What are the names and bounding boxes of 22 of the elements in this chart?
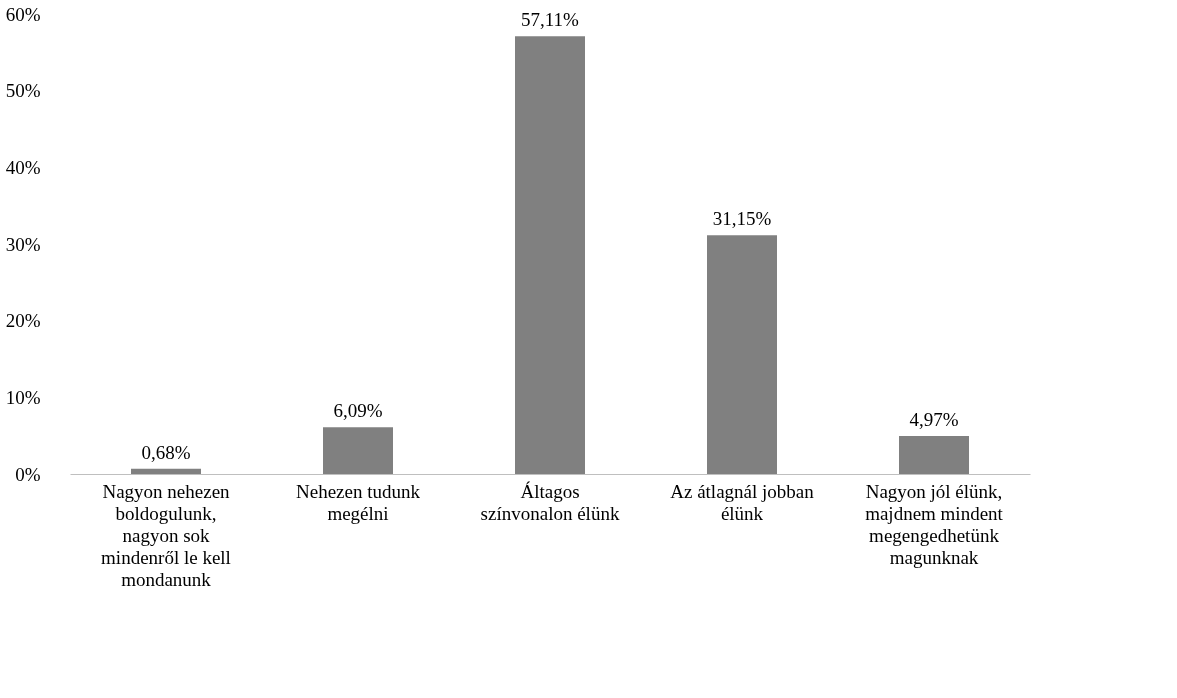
x-tick-label: Nehezen tudunk megélni [296, 480, 421, 524]
bar [131, 468, 201, 474]
bar [899, 435, 969, 474]
data-label: 0,68% [141, 441, 191, 463]
bar [707, 235, 777, 474]
data-label: 6,09% [333, 400, 383, 422]
y-tick-label: 40% [5, 156, 41, 178]
y-tick-label: 50% [5, 80, 41, 102]
x-tick-label: Áltagos színvonalon élünk [480, 480, 620, 524]
y-tick-label: 30% [5, 233, 41, 255]
y-tick-label: 10% [5, 386, 41, 408]
bar [323, 427, 393, 474]
y-tick-label: 0% [15, 463, 41, 485]
y-tick-label: 20% [5, 310, 41, 332]
data-label: 57,11% [521, 9, 580, 31]
x-tick-label: Nagyon nehezen boldogulunk, nagyon sok mindenről le kell mondanunk [101, 480, 231, 590]
data-label: 4,97% [909, 408, 959, 430]
y-tick-label: 60% [5, 3, 41, 25]
data-label: 31,15% [712, 208, 772, 230]
x-tick-label: Az átlagnál jobban élünk [670, 480, 815, 524]
bar [515, 36, 585, 474]
x-tick-label: Nagyon jól élünk, majdnem mindent megengedhetünk magunknak [865, 480, 1004, 568]
